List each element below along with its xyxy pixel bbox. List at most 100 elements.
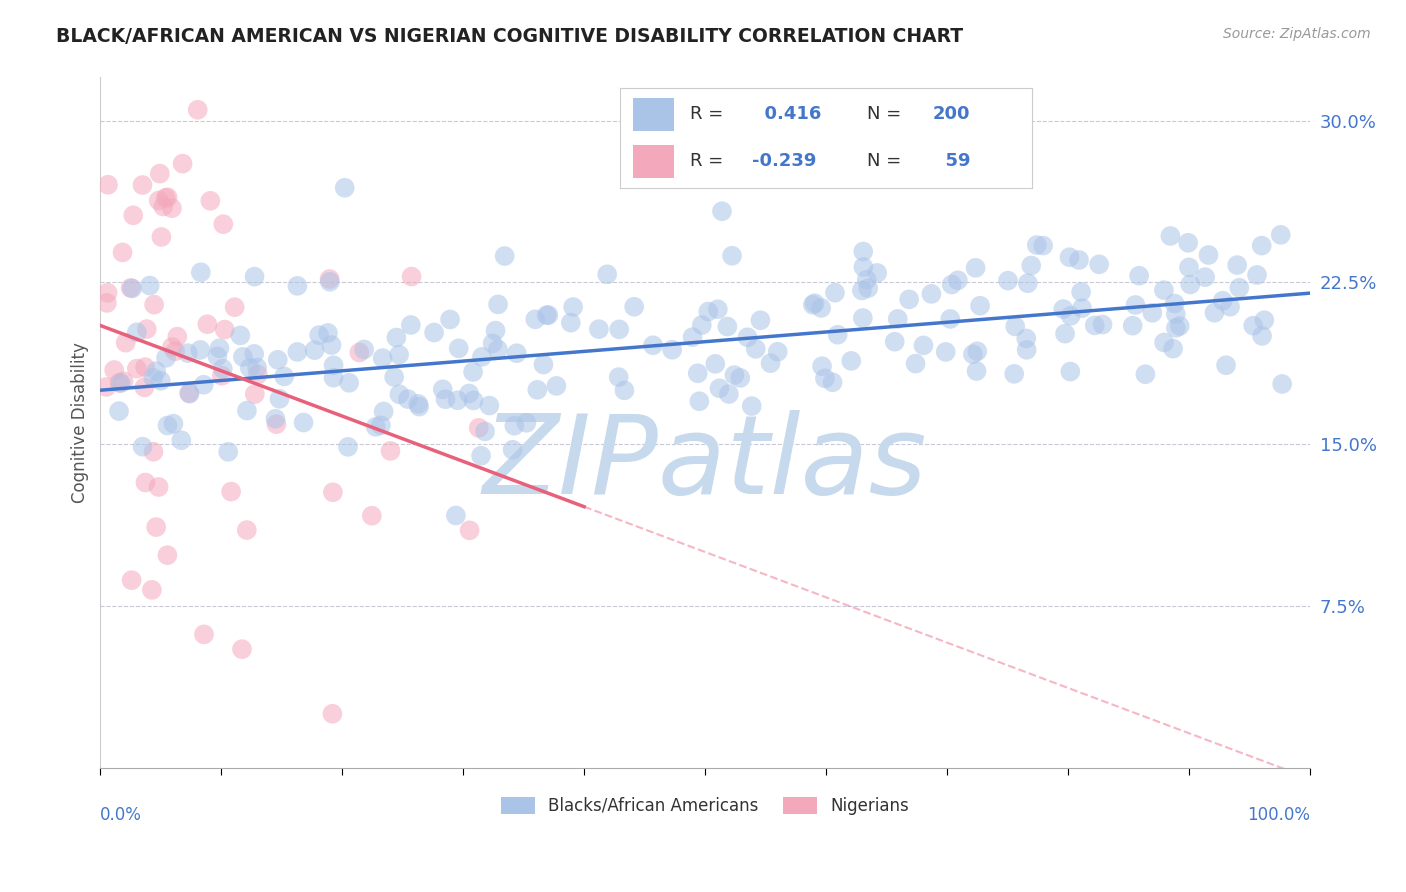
Point [401,269,423,284]
Point [515,416,537,430]
Point [824,285,846,300]
Point [292,416,315,430]
Point [709,381,731,395]
Point [503,418,526,433]
Point [364,420,387,434]
Point [111,245,134,260]
Point [1246,268,1268,282]
Point [96,380,118,394]
Point [997,274,1019,288]
Y-axis label: Cognitive Disability: Cognitive Disability [72,343,89,503]
Point [148,194,170,208]
Point [766,344,789,359]
Point [122,208,145,222]
Point [380,443,402,458]
Point [1142,306,1164,320]
Point [1002,367,1025,381]
Point [131,440,153,454]
Point [607,370,630,384]
Point [470,449,492,463]
Point [607,322,630,336]
Point [172,156,194,170]
Point [1164,307,1187,321]
Point [486,343,509,357]
Point [533,358,555,372]
Point [1053,326,1076,341]
Point [546,379,568,393]
Point [688,394,710,409]
Point [887,312,910,326]
Point [349,345,371,359]
Point [446,393,468,408]
Point [855,273,877,287]
Point [588,322,610,336]
Point [112,374,135,388]
Point [721,249,744,263]
Point [273,369,295,384]
Point [211,368,233,383]
Point [1032,238,1054,252]
Point [883,334,905,349]
Point [536,308,558,322]
Point [304,343,326,358]
Point [856,281,879,295]
Point [246,360,269,375]
Point [447,341,470,355]
Point [723,368,745,383]
Point [219,484,242,499]
Point [1168,318,1191,333]
Point [866,266,889,280]
Point [360,508,382,523]
Point [461,365,484,379]
Point [946,273,969,287]
Point [1135,368,1157,382]
Point [97,285,120,300]
Point [382,370,405,384]
Point [623,300,645,314]
Text: BLACK/AFRICAN AMERICAN VS NIGERIAN COGNITIVE DISABILITY CORRELATION CHART: BLACK/AFRICAN AMERICAN VS NIGERIAN COGNI… [56,27,963,45]
Point [125,361,148,376]
Point [1163,296,1185,310]
Point [560,316,582,330]
Point [939,312,962,326]
Point [613,384,636,398]
Point [152,199,174,213]
Point [741,399,763,413]
Point [935,345,957,359]
Point [1227,281,1250,295]
Point [406,397,429,411]
Point [142,370,165,384]
Point [308,328,330,343]
Point [728,371,751,385]
Point [966,344,988,359]
Point [965,260,987,275]
Point [138,278,160,293]
Point [811,359,834,374]
Point [1125,298,1147,312]
Point [1271,376,1294,391]
Point [1250,238,1272,252]
Point [231,642,253,657]
Point [502,442,524,457]
Point [852,260,875,274]
Point [1015,343,1038,357]
Point [156,418,179,433]
Point [156,190,179,204]
Point [920,286,942,301]
Point [962,347,984,361]
Point [661,343,683,357]
Point [1204,306,1226,320]
Point [399,318,422,332]
Point [142,444,165,458]
Point [179,386,201,401]
Point [1241,318,1264,333]
Point [385,330,408,344]
Point [458,386,481,401]
Point [149,374,172,388]
Point [160,340,183,354]
Point [388,348,411,362]
Point [697,304,720,318]
Point [1019,259,1042,273]
Point [193,377,215,392]
Point [1251,329,1274,343]
